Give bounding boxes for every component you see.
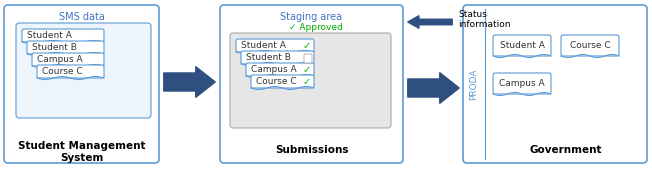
Text: Staging area: Staging area <box>280 12 342 22</box>
FancyBboxPatch shape <box>493 35 551 56</box>
Text: Course C: Course C <box>42 67 83 77</box>
Text: ✓: ✓ <box>303 65 311 75</box>
FancyArrowPatch shape <box>408 16 452 28</box>
Text: Student A: Student A <box>27 31 72 41</box>
Text: ✓ Approved: ✓ Approved <box>289 23 342 32</box>
Text: Student Management
System: Student Management System <box>18 141 145 163</box>
FancyBboxPatch shape <box>32 53 104 66</box>
Text: Student B: Student B <box>246 54 291 63</box>
Text: ✓: ✓ <box>303 41 311 51</box>
Text: Course C: Course C <box>570 42 610 51</box>
FancyBboxPatch shape <box>493 73 551 94</box>
Text: Campus A: Campus A <box>251 66 297 75</box>
FancyBboxPatch shape <box>16 23 151 118</box>
FancyBboxPatch shape <box>230 33 391 128</box>
FancyBboxPatch shape <box>241 51 314 64</box>
Text: Student A: Student A <box>499 42 544 51</box>
FancyBboxPatch shape <box>236 39 314 52</box>
FancyBboxPatch shape <box>4 5 159 163</box>
Text: Government: Government <box>529 145 602 155</box>
FancyBboxPatch shape <box>251 75 314 88</box>
FancyBboxPatch shape <box>463 5 647 163</box>
Text: Submissions: Submissions <box>274 145 348 155</box>
Text: SMS data: SMS data <box>59 12 104 22</box>
Text: Student A: Student A <box>241 42 286 51</box>
Text: Campus A: Campus A <box>37 55 83 65</box>
FancyBboxPatch shape <box>561 35 619 56</box>
Text: Status
information: Status information <box>458 10 511 29</box>
Text: Campus A: Campus A <box>499 79 545 89</box>
FancyBboxPatch shape <box>246 63 314 76</box>
FancyBboxPatch shape <box>27 41 104 54</box>
FancyArrowPatch shape <box>408 73 459 103</box>
FancyArrowPatch shape <box>164 67 215 97</box>
Text: Student B: Student B <box>32 43 77 53</box>
Text: PRODA: PRODA <box>469 68 479 100</box>
FancyBboxPatch shape <box>37 65 104 78</box>
FancyBboxPatch shape <box>22 29 104 42</box>
FancyBboxPatch shape <box>220 5 403 163</box>
Text: Course C: Course C <box>256 78 297 87</box>
FancyBboxPatch shape <box>304 54 312 63</box>
Text: ✓: ✓ <box>303 77 311 87</box>
